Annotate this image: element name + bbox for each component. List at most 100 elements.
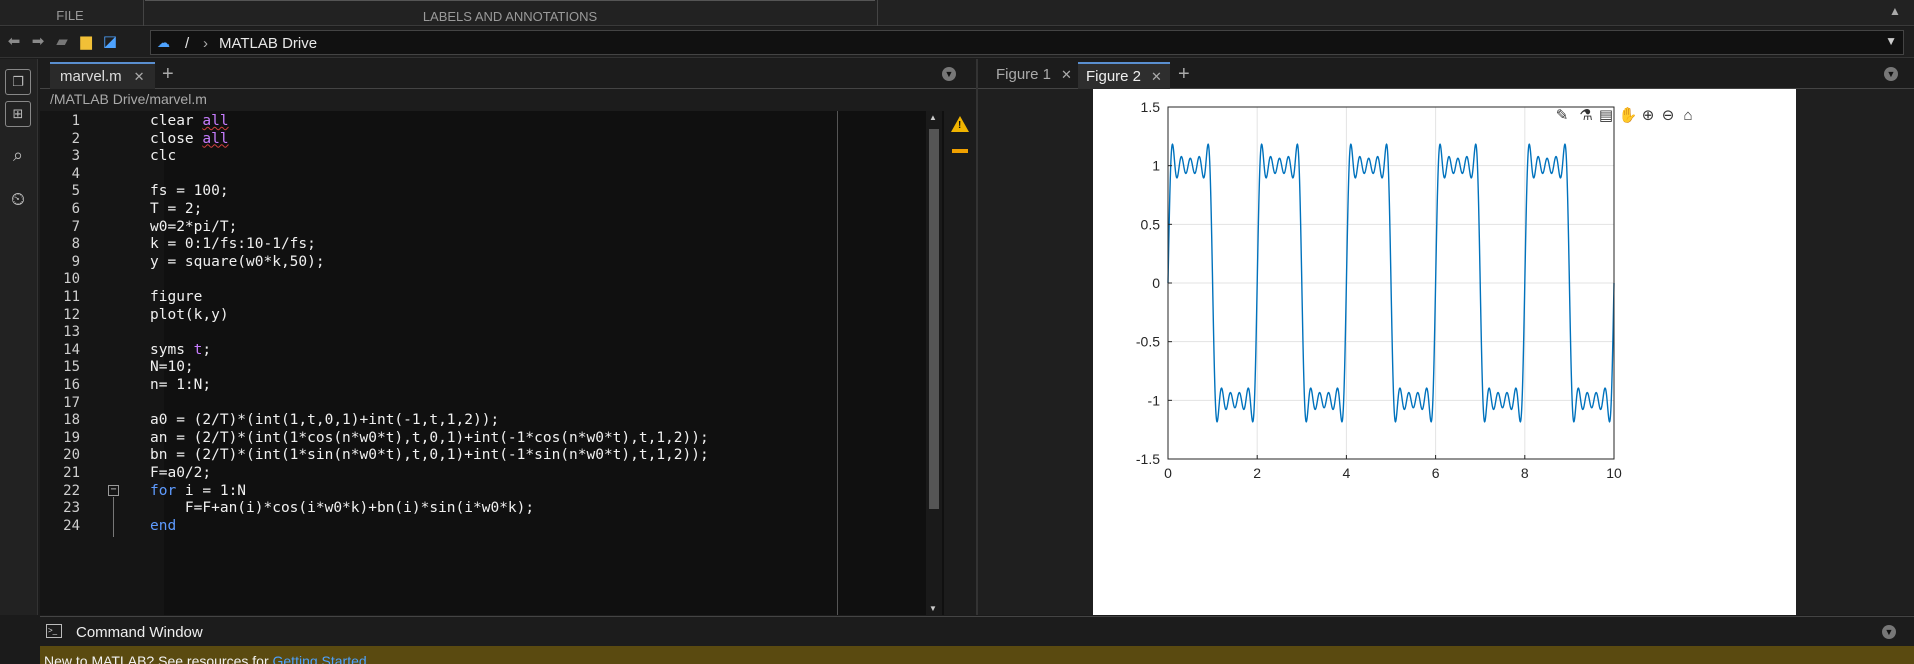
collapse-toolstrip-icon[interactable]: ▲ <box>1889 4 1901 18</box>
workspace-panel-icon[interactable]: ⊞ <box>5 101 31 127</box>
code-text[interactable]: N=10; <box>150 359 194 376</box>
line-number[interactable]: 3 <box>71 148 80 165</box>
line-number[interactable]: 21 <box>63 465 80 481</box>
file-section-label[interactable]: FILE <box>56 8 84 23</box>
code-line[interactable]: 19 an = (2/T)*(int(1*cos(n*w0*t),t,0,1)+i… <box>40 428 880 449</box>
code-line[interactable]: 13 <box>40 322 880 343</box>
line-number[interactable]: 15 <box>63 359 80 376</box>
code-text[interactable]: y = square(w0*k,50); <box>150 253 325 270</box>
forward-arrow-icon[interactable]: ➡ <box>31 33 45 50</box>
line-number[interactable]: 12 <box>63 306 80 323</box>
code-text[interactable]: n= 1:N; <box>150 377 212 393</box>
line-number[interactable]: 19 <box>63 429 80 446</box>
labels-annotations-section-label[interactable]: LABELS AND ANNOTATIONS <box>145 0 875 26</box>
code-text[interactable]: figure <box>150 289 203 305</box>
line-number[interactable]: 2 <box>71 130 80 147</box>
search-folder-icon[interactable]: ◪ <box>102 33 118 50</box>
home-restore-icon[interactable]: ⌂ <box>1683 107 1693 124</box>
line-number[interactable]: 17 <box>63 394 80 411</box>
code-text[interactable]: syms t; <box>150 341 212 358</box>
breadcrumb-matlab-drive[interactable]: MATLAB Drive <box>219 35 318 52</box>
back-arrow-icon[interactable]: ⬅ <box>7 33 21 50</box>
edit-plot-icon[interactable]: ✎ <box>1555 107 1569 124</box>
line-number[interactable]: 11 <box>63 289 80 305</box>
scrollbar-thumb[interactable] <box>929 129 939 509</box>
code-line[interactable]: 21 F=a0/2; <box>40 463 880 484</box>
new-figure-tab-icon[interactable]: + <box>1178 63 1190 85</box>
tab-marvel-m[interactable]: marvel.m ✕ <box>50 62 155 89</box>
code-text[interactable]: an = (2/T)*(int(1*cos(n*w0*t),t,0,1)+int… <box>150 429 709 446</box>
code-text[interactable]: bn = (2/T)*(int(1*sin(n*w0*t),t,0,1)+int… <box>150 447 709 464</box>
code-line[interactable]: 6 T = 2; <box>40 199 880 220</box>
code-line[interactable]: 20 bn = (2/T)*(int(1*sin(n*w0*t),t,0,1)+i… <box>40 445 880 466</box>
code-text[interactable]: F=F+an(i)*cos(i*w0*k)+bn(i)*sin(i*w0*k); <box>150 500 535 517</box>
find-files-icon[interactable]: ⌕ <box>12 145 24 165</box>
scroll-down-icon[interactable]: ▼ <box>929 604 937 613</box>
code-line[interactable]: 8 k = 0:1/fs:10-1/fs; <box>40 234 880 255</box>
code-line[interactable]: 14 syms t; <box>40 340 880 361</box>
code-line[interactable]: 24 end <box>40 516 880 537</box>
warning-marker[interactable] <box>952 149 968 153</box>
brush-icon[interactable]: ⚗ <box>1579 107 1593 124</box>
new-tab-icon[interactable]: + <box>162 63 174 85</box>
line-number[interactable]: 13 <box>63 324 80 341</box>
plot-axes[interactable]: 0 2 4 6 8 10 -1.5 -1 -0.5 0 0.5 1 1.5 <box>1093 89 1796 615</box>
code-text[interactable]: T = 2; <box>150 201 203 217</box>
warning-icon[interactable] <box>951 116 969 132</box>
code-text[interactable]: close all <box>150 130 229 147</box>
code-line[interactable]: 3 clc <box>40 146 880 167</box>
tab-figure-2[interactable]: Figure 2 ✕ <box>1078 62 1170 89</box>
line-number[interactable]: 4 <box>71 165 80 182</box>
command-history-icon[interactable]: ⏲ <box>10 189 26 209</box>
code-line[interactable]: 9 y = square(w0*k,50); <box>40 252 880 273</box>
panel-splitter[interactable] <box>976 59 978 615</box>
fold-toggle-icon[interactable]: − <box>108 484 119 496</box>
close-tab-icon[interactable]: ✕ <box>1151 69 1162 84</box>
code-text[interactable]: plot(k,y) <box>150 306 229 323</box>
line-number[interactable]: 16 <box>63 377 80 393</box>
code-line[interactable]: 4 <box>40 164 880 185</box>
current-folder-address[interactable]: ☁ / › MATLAB Drive ▼ <box>150 30 1904 55</box>
code-line[interactable]: 2 close all <box>40 129 880 150</box>
line-number[interactable]: 1 <box>71 113 80 129</box>
code-line[interactable]: 23 F=F+an(i)*cos(i*w0*k)+bn(i)*sin(i*w0*… <box>40 498 880 519</box>
command-window-header[interactable]: >_ Command Window ▼ <box>40 616 1914 646</box>
browse-folder-icon[interactable]: ▆ <box>80 33 92 50</box>
code-text[interactable]: F=a0/2; <box>150 465 212 481</box>
line-number[interactable]: 14 <box>63 341 80 358</box>
code-text[interactable]: clear all <box>150 113 229 129</box>
line-number[interactable]: 9 <box>71 253 80 270</box>
zoom-in-icon[interactable]: ⊕ <box>1641 107 1655 124</box>
files-panel-icon[interactable]: ❐ <box>5 69 31 95</box>
root-separator[interactable]: / <box>185 35 190 52</box>
line-number[interactable]: 7 <box>71 218 80 235</box>
pan-hand-icon[interactable]: ✋ <box>1618 107 1638 124</box>
zoom-out-icon[interactable]: ⊖ <box>1661 107 1675 124</box>
line-number[interactable]: 5 <box>71 183 80 200</box>
code-line[interactable]: 16 n= 1:N; <box>40 375 880 396</box>
line-number[interactable]: 22 <box>63 482 80 499</box>
data-tips-icon[interactable]: ▤ <box>1598 107 1614 124</box>
line-number[interactable]: 24 <box>63 517 80 534</box>
code-editor[interactable]: 1 clear all 2 close all 3 clc 4 5 fs = 100; 6 T = … <box>40 111 976 615</box>
up-folder-icon[interactable]: ▰ <box>56 33 68 50</box>
scroll-up-icon[interactable]: ▲ <box>929 113 937 122</box>
close-tab-icon[interactable]: ✕ <box>1061 67 1072 82</box>
line-number[interactable]: 18 <box>63 412 80 429</box>
code-line[interactable]: 12 plot(k,y) <box>40 305 880 326</box>
code-text[interactable]: for i = 1:N <box>150 482 247 499</box>
line-number[interactable]: 10 <box>63 271 80 288</box>
code-text[interactable]: a0 = (2/T)*(int(1,t,0,1)+int(-1,t,1,2)); <box>150 412 500 429</box>
code-text[interactable]: k = 0:1/fs:10-1/fs; <box>150 236 316 253</box>
line-number[interactable]: 20 <box>63 447 80 464</box>
code-text[interactable]: end <box>150 517 177 534</box>
code-line[interactable]: 18 a0 = (2/T)*(int(1,t,0,1)+int(-1,t,1,2)… <box>40 410 880 431</box>
code-text[interactable]: clc <box>150 148 177 165</box>
line-number[interactable]: 6 <box>71 201 80 217</box>
command-window-menu-icon[interactable]: ▼ <box>1882 625 1896 639</box>
code-text[interactable]: fs = 100; <box>150 183 229 200</box>
code-line[interactable]: 1 clear all <box>40 111 880 132</box>
code-line[interactable]: 5 fs = 100; <box>40 181 880 202</box>
address-dropdown-icon[interactable]: ▼ <box>1885 34 1897 48</box>
figure-menu-icon[interactable]: ▼ <box>1884 67 1898 81</box>
